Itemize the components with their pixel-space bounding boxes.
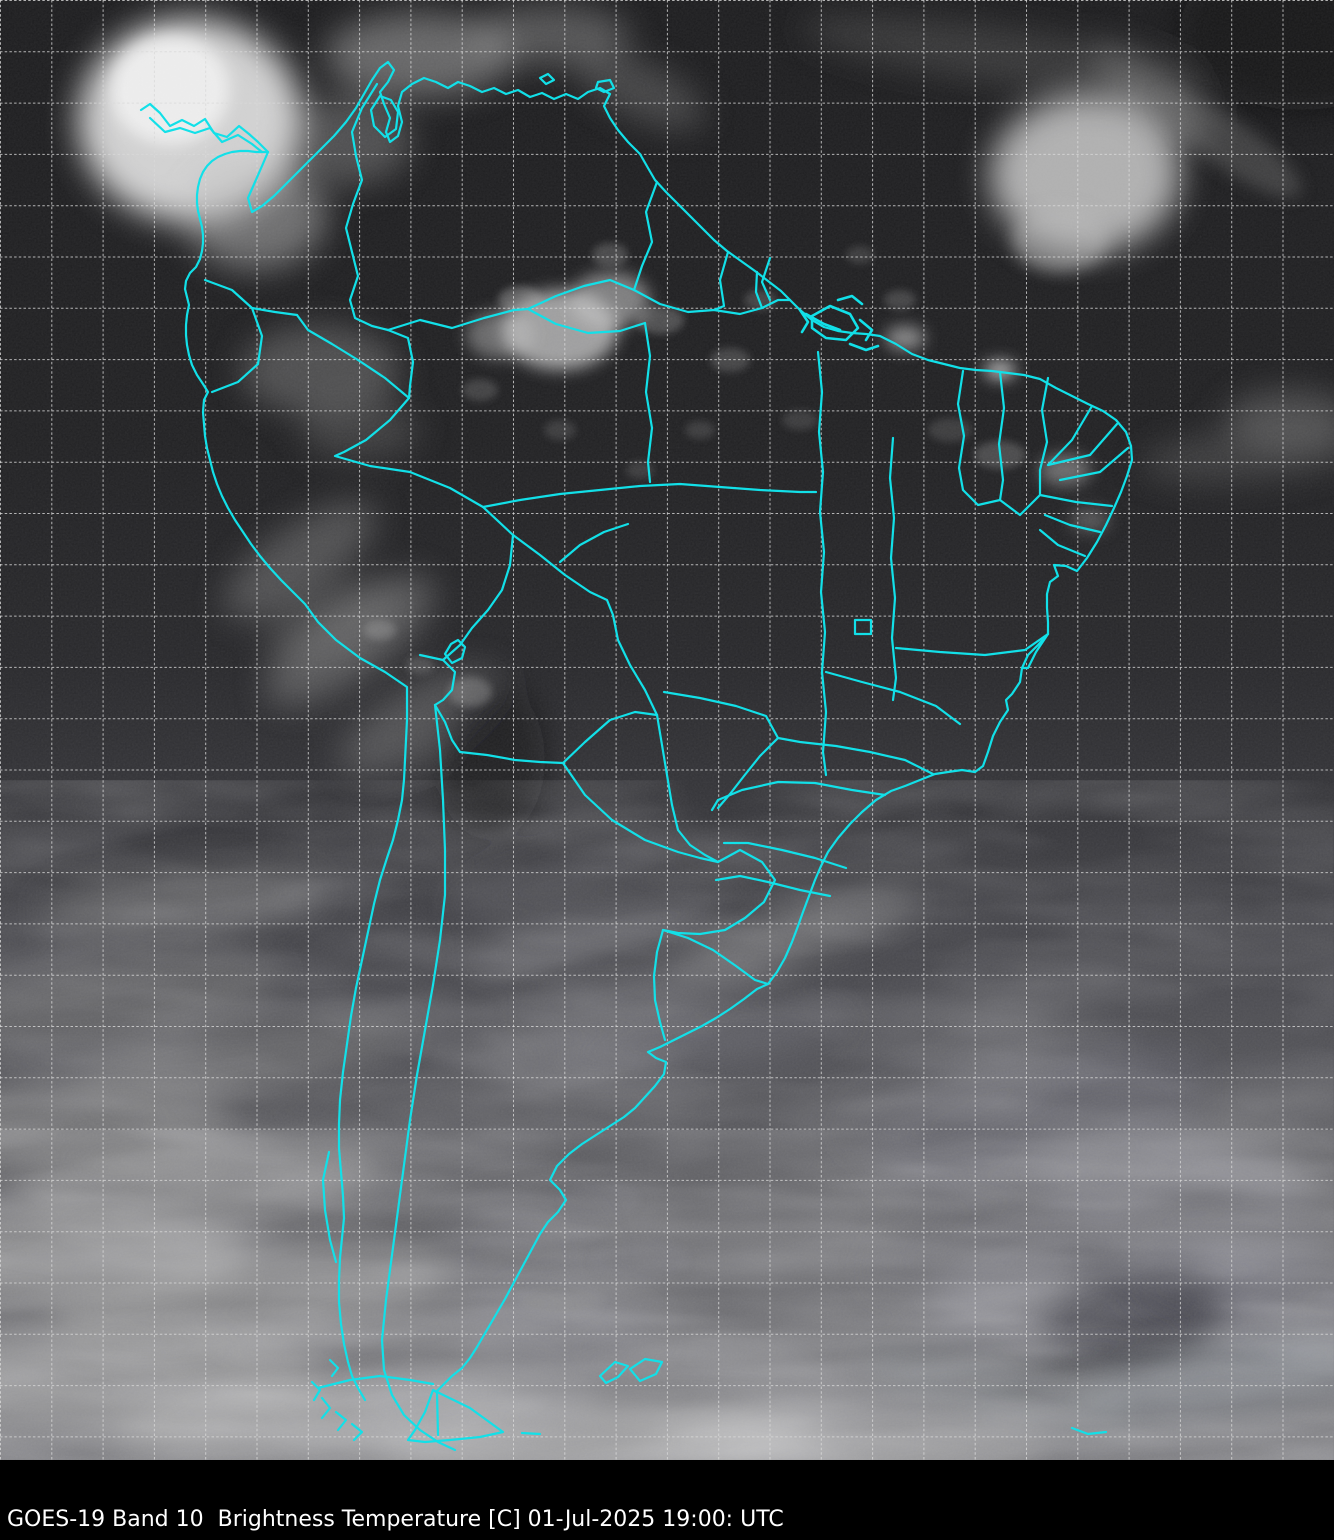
- latlon-grid: [0, 0, 1334, 1460]
- caption-text: GOES-19 Band 10 Brightness Temperature […: [7, 1506, 784, 1532]
- satellite-scene: [0, 0, 1334, 1460]
- country-state-borders: [139, 60, 1134, 1452]
- satellite-image: [0, 0, 1334, 1460]
- caption-bar: GOES-19 Band 10 Brightness Temperature […: [0, 1460, 1334, 1540]
